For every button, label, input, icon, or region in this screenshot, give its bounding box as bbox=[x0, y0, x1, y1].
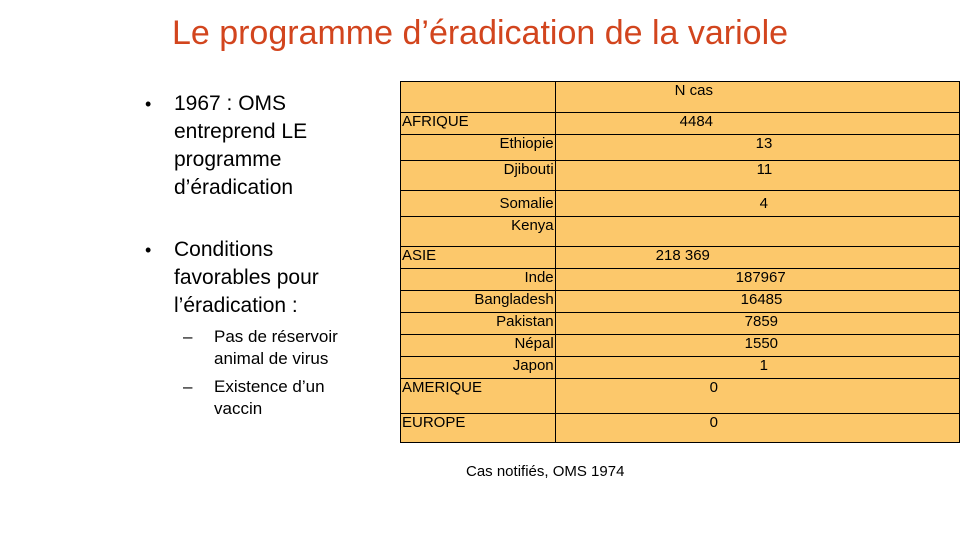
table-row: AFRIQUE 4484 bbox=[400, 112, 960, 135]
row-label: Népal bbox=[400, 334, 556, 357]
row-label: AFRIQUE bbox=[400, 112, 556, 135]
row-value: 16485 bbox=[554, 290, 960, 313]
dash-glyph: – bbox=[183, 327, 193, 346]
table-row: ASIE 218 369 bbox=[400, 246, 960, 269]
row-label: Pakistan bbox=[400, 312, 556, 335]
dash-glyph: – bbox=[183, 377, 193, 396]
sub-item: – Pas de réservoir animal de virus bbox=[183, 326, 375, 370]
table-row: EUROPE 0 bbox=[400, 413, 960, 443]
slide-title: Le programme d’éradication de la variole bbox=[171, 14, 789, 52]
bullet-glyph: • bbox=[145, 240, 152, 260]
row-value: 0 bbox=[554, 413, 960, 443]
row-label: Bangladesh bbox=[400, 290, 556, 313]
table-row: Kenya bbox=[400, 216, 960, 247]
bullet-text: Conditions favorables pour l’éradication… bbox=[174, 238, 319, 317]
row-value: 1 bbox=[554, 356, 960, 379]
row-label: Djibouti bbox=[400, 160, 556, 191]
table-row: Pakistan 7859 bbox=[400, 312, 960, 335]
row-value: 218 369 bbox=[554, 246, 960, 269]
table-row: Népal 1550 bbox=[400, 334, 960, 357]
bullet-item: • Conditions favorables pour l’éradicati… bbox=[145, 236, 375, 420]
row-label: Japon bbox=[400, 356, 556, 379]
bullet-glyph: • bbox=[145, 94, 152, 114]
row-value: 4484 bbox=[554, 112, 960, 135]
bullet-item: • 1967 : OMS entreprend LE programme d’é… bbox=[145, 90, 375, 202]
sub-item: – Existence d’un vaccin bbox=[183, 376, 375, 420]
row-label: ASIE bbox=[400, 246, 556, 269]
table-row: AMERIQUE 0 bbox=[400, 378, 960, 414]
row-label: Ethiopie bbox=[400, 134, 556, 161]
row-value: 4 bbox=[554, 190, 960, 217]
sub-item-text: Pas de réservoir animal de virus bbox=[214, 327, 338, 368]
smallpox-cases-table: N cas AFRIQUE 4484 Ethiopie 13 Djibouti … bbox=[400, 81, 960, 443]
table-header-empty bbox=[400, 81, 556, 113]
sub-list: – Pas de réservoir animal de virus – Exi… bbox=[174, 326, 375, 420]
row-value: 187967 bbox=[554, 268, 960, 291]
table-row: Japon 1 bbox=[400, 356, 960, 379]
row-value: 1550 bbox=[554, 334, 960, 357]
bullet-list: • 1967 : OMS entreprend LE programme d’é… bbox=[145, 90, 375, 454]
row-label: Inde bbox=[400, 268, 556, 291]
row-value: 7859 bbox=[554, 312, 960, 335]
row-label: Kenya bbox=[400, 216, 556, 247]
bullet-text: 1967 : OMS entreprend LE programme d’éra… bbox=[174, 92, 308, 199]
table-header-row: N cas bbox=[400, 81, 960, 113]
row-value: 0 bbox=[554, 378, 960, 414]
row-value bbox=[554, 216, 960, 247]
table-row: Bangladesh 16485 bbox=[400, 290, 960, 313]
row-value: 13 bbox=[554, 134, 960, 161]
sub-item-text: Existence d’un vaccin bbox=[214, 377, 325, 418]
row-label: AMERIQUE bbox=[400, 378, 556, 414]
row-value: 11 bbox=[554, 160, 960, 191]
table-row: Somalie 4 bbox=[400, 190, 960, 217]
table-caption: Cas notifiés, OMS 1974 bbox=[466, 463, 625, 480]
row-label: EUROPE bbox=[400, 413, 556, 443]
table-row: Ethiopie 13 bbox=[400, 134, 960, 161]
table-row: Inde 187967 bbox=[400, 268, 960, 291]
row-label: Somalie bbox=[400, 190, 556, 217]
table-row: Djibouti 11 bbox=[400, 160, 960, 191]
table-header-cell: N cas bbox=[554, 81, 960, 113]
